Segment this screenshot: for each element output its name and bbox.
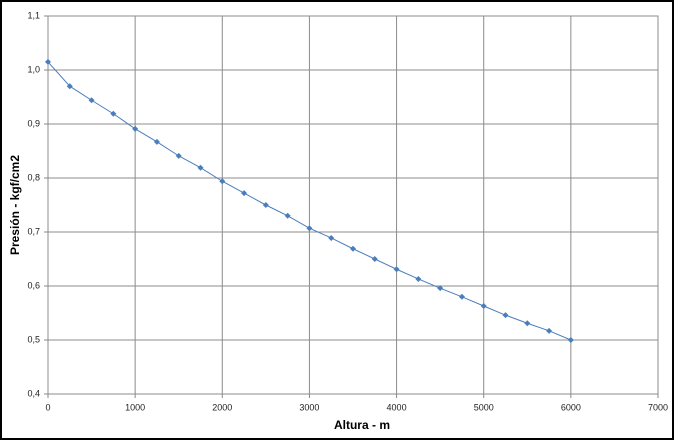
data-point xyxy=(458,293,465,300)
data-point xyxy=(393,266,400,273)
data-point xyxy=(524,320,531,327)
data-point xyxy=(502,312,509,319)
data-point xyxy=(284,212,291,219)
plot-area xyxy=(47,15,659,395)
data-point xyxy=(66,83,73,90)
x-tick-label: 1000 xyxy=(125,402,145,412)
data-point xyxy=(241,190,248,197)
y-tick-label: 0,9 xyxy=(27,118,40,128)
x-tick-label: 7000 xyxy=(648,402,668,412)
x-tick-label: 6000 xyxy=(561,402,581,412)
data-point xyxy=(306,225,313,232)
data-point xyxy=(197,164,204,171)
y-tick-label: 0,6 xyxy=(27,280,40,290)
x-tick-label: 5000 xyxy=(474,402,494,412)
x-tick-label: 0 xyxy=(45,402,50,412)
data-point xyxy=(437,285,444,292)
data-point xyxy=(546,327,553,334)
y-tick-label: 1,0 xyxy=(27,64,40,74)
data-point xyxy=(175,152,182,159)
y-tick-label: 1,1 xyxy=(27,10,40,20)
data-point xyxy=(371,256,378,262)
data-point xyxy=(415,275,422,282)
y-tick-label: 0,4 xyxy=(27,388,40,398)
y-axis-title: Presión - kgf/cm2 xyxy=(8,155,22,255)
data-point xyxy=(350,245,356,252)
data-point xyxy=(45,58,51,65)
data-point xyxy=(567,337,574,343)
data-point xyxy=(153,138,160,145)
x-tick-label: 3000 xyxy=(299,402,319,412)
data-point xyxy=(110,110,117,117)
data-point xyxy=(328,234,335,241)
x-axis-title: Altura - m xyxy=(334,418,390,432)
y-tick-label: 0,8 xyxy=(27,172,40,182)
data-point xyxy=(262,202,269,208)
x-tick-label: 2000 xyxy=(212,402,232,412)
data-point xyxy=(88,97,95,104)
data-point xyxy=(132,125,139,132)
y-tick-label: 0,5 xyxy=(27,334,40,344)
x-tick-label: 4000 xyxy=(387,402,407,412)
y-tick-label: 0,7 xyxy=(27,226,40,236)
data-point xyxy=(219,178,226,185)
data-point xyxy=(480,302,487,309)
